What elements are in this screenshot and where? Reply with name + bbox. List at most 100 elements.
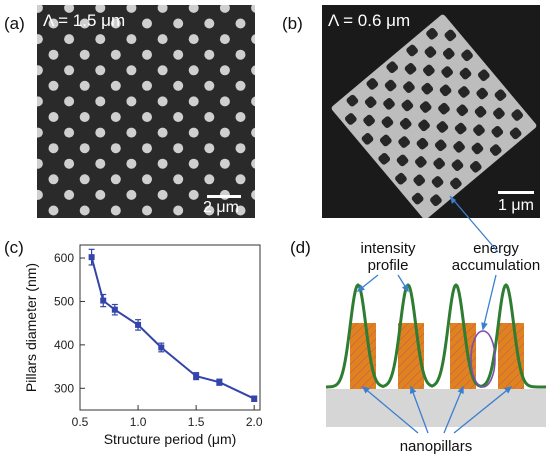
annotation-arrowhead (457, 385, 464, 394)
pillar-dot (110, 174, 121, 185)
nanopillar-hatch (498, 323, 524, 389)
pillar-dot (219, 96, 230, 107)
data-point (135, 321, 142, 328)
pillar-dot (126, 65, 137, 76)
pillar-dot (251, 34, 255, 44)
checker-cell (406, 44, 418, 57)
pillar-dot (219, 34, 230, 45)
pillar-dot (235, 49, 246, 60)
checker-cell (477, 69, 490, 82)
data-point (216, 379, 223, 386)
checker-cell (401, 99, 414, 112)
scale-label-b: 1 μm (498, 197, 534, 214)
pillar-dot (64, 65, 75, 76)
pillar-dot (157, 65, 168, 76)
pillar-dot (79, 205, 90, 216)
checker-cell (418, 119, 430, 132)
annotation-arrowhead (361, 385, 370, 394)
pillar-dot (173, 143, 184, 154)
pillar-dot (204, 80, 215, 91)
substrate (326, 389, 546, 427)
pillar-dot (37, 189, 43, 200)
pillar-dot (219, 65, 230, 76)
pillar-dot (37, 34, 43, 45)
checker-cell (344, 113, 357, 125)
panel-label-b: (b) (282, 14, 303, 33)
scale-bar-b (498, 191, 534, 194)
checker-cell (364, 96, 377, 109)
energy-label-line1: energy (473, 240, 519, 257)
pillar-dot (157, 96, 168, 107)
pillar-dot (95, 96, 106, 107)
pillar-dot (126, 34, 137, 45)
pillar-dot (64, 34, 75, 45)
pillar-dot (48, 80, 59, 91)
checker-cell (491, 125, 504, 138)
pillar-dot (235, 18, 246, 29)
x-axis-label: Structure period (μm) (104, 431, 237, 447)
checker-cell (384, 79, 397, 92)
checker-cell (442, 47, 455, 60)
panel-label-c: (c) (4, 238, 24, 257)
checker-cell (458, 86, 470, 98)
checker-cell (346, 94, 359, 107)
y-tick-label: 400 (54, 338, 74, 352)
pillar-dot (64, 158, 75, 169)
checker-cell (474, 106, 487, 118)
pillar-dot (235, 174, 246, 185)
checker-cell (399, 117, 412, 130)
pillar-dot (95, 127, 106, 138)
pillar-dot (126, 5, 137, 13)
pillar-dot (157, 5, 168, 13)
pillar-dot (79, 174, 90, 185)
checker-cell (430, 194, 442, 207)
checker-cell (419, 101, 432, 113)
sem-image-a: Λ = 1.5 μm 2 μm (37, 5, 255, 218)
scale-bar-a (207, 195, 241, 198)
pillar-dot (95, 34, 106, 45)
checker-cell (431, 176, 444, 188)
intensity-profile-curve (326, 283, 546, 389)
pillar-dot (235, 80, 246, 91)
pillar-dot (204, 18, 215, 29)
pillar-dot (48, 205, 59, 216)
checker-cell (363, 114, 375, 127)
checker-cell (511, 109, 524, 121)
checker-cell (489, 144, 502, 156)
pillar-dot (110, 18, 121, 29)
panel-label-a: (a) (4, 14, 25, 33)
nanopillars-label: nanopillars (400, 438, 473, 455)
checker-cell (379, 134, 392, 147)
data-point (158, 344, 165, 351)
pillar-dot (79, 49, 90, 60)
checker-cell (493, 107, 505, 120)
pillar-dot (48, 18, 59, 29)
y-axis-label: Pillars diameter (nm) (23, 263, 39, 392)
pillar-dot (173, 80, 184, 91)
pillar-dot (173, 49, 184, 60)
pillar-dot (110, 143, 121, 154)
pillar-dot (126, 127, 137, 138)
annotation-arrow (482, 274, 497, 330)
checker-cell (494, 89, 507, 101)
pillar-dot (64, 5, 75, 13)
pillar-dot (37, 127, 43, 138)
data-point (193, 373, 200, 380)
pillar-dot (188, 189, 199, 200)
checker-cell (450, 177, 462, 190)
checker-cell (473, 124, 485, 136)
annotation-arrow (362, 386, 419, 434)
pillar-dot (204, 174, 215, 185)
pillar-dot (142, 80, 152, 91)
checker-cell (444, 29, 457, 42)
pillar-dot (188, 127, 199, 138)
checker-cell (436, 121, 449, 133)
pillar-dot (64, 189, 75, 200)
pillar-dot (204, 49, 215, 60)
x-tick-label: 0.5 (72, 415, 89, 429)
pillar-dot (219, 5, 230, 13)
pillar-dot (142, 174, 152, 185)
data-point (88, 254, 95, 261)
checker-cell (386, 61, 399, 74)
checker-cell (421, 82, 434, 95)
